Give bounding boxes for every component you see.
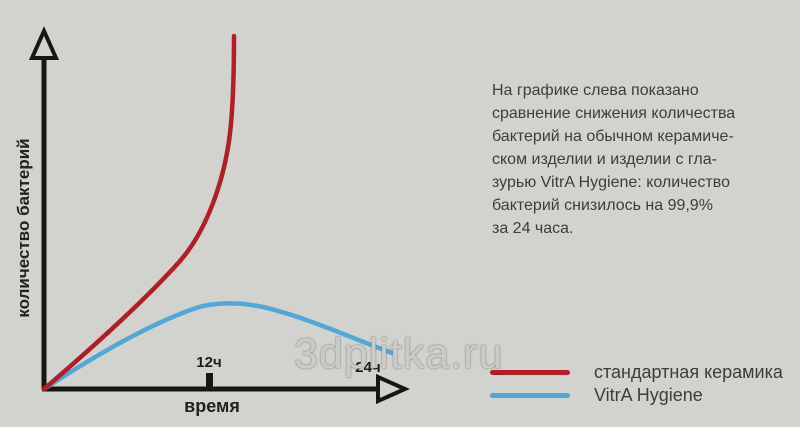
- chart-legend: стандартная керамика VitrA Hygiene: [490, 361, 783, 407]
- x-axis-arrow-icon: [376, 373, 410, 405]
- tick-label-24h: 24ч: [355, 359, 380, 376]
- y-axis-title: количество бактерий: [14, 138, 33, 317]
- description-line: На графике слева показано: [492, 82, 699, 99]
- tick-12h: [206, 373, 213, 389]
- description-line: за 24 часа.: [492, 220, 574, 237]
- legend-swatch-red-line: [490, 370, 570, 375]
- watermark-text: 3dplitka.ru: [294, 330, 504, 378]
- legend-item-standard-ceramics: стандартная керамика: [490, 361, 783, 384]
- description-line: зурью VitrA Hygiene: количество: [492, 174, 730, 191]
- description-line: ском изделии и изделии с гла-: [492, 151, 717, 168]
- series-standard-ceramics-curve: [41, 33, 237, 392]
- description-text: На графике слева показано сравнение сниж…: [492, 79, 792, 240]
- series-vitra-hygiene-curve: [41, 301, 395, 392]
- description-line: бактерий снизилось на 99,9%: [492, 197, 713, 214]
- legend-swatch-blue-line: [490, 393, 570, 398]
- legend-label: стандартная керамика: [594, 362, 783, 382]
- description-line: сравнение снижения количества: [492, 105, 736, 122]
- tick-label-12h: 12ч: [196, 354, 221, 371]
- legend-item-vitra-hygiene: VitrA Hygiene: [490, 384, 783, 407]
- x-axis-title: время: [184, 396, 240, 416]
- y-axis-arrow-icon: [28, 26, 60, 60]
- description-line: бактерий на обычном керамиче-: [492, 128, 734, 145]
- bacteria-time-chart: количество бактерий 12ч 24ч время: [14, 26, 410, 416]
- legend-label: VitrA Hygiene: [594, 385, 703, 405]
